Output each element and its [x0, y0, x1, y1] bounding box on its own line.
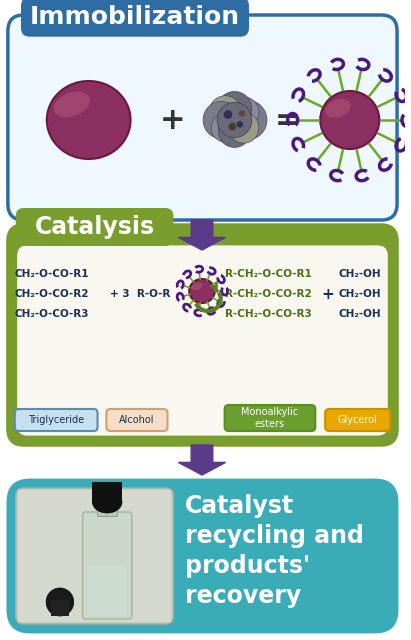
Ellipse shape: [320, 91, 379, 149]
Bar: [97, 504, 117, 516]
Circle shape: [237, 121, 243, 128]
Text: Immobilization: Immobilization: [30, 5, 240, 29]
Ellipse shape: [47, 81, 131, 159]
Ellipse shape: [47, 81, 131, 159]
FancyArrow shape: [178, 445, 226, 475]
Ellipse shape: [54, 92, 90, 117]
Text: R-CH₂-O-CO-R3: R-CH₂-O-CO-R3: [225, 309, 312, 319]
Bar: [92, 482, 122, 502]
Ellipse shape: [332, 102, 368, 138]
Text: +: +: [159, 106, 185, 134]
Circle shape: [203, 101, 240, 139]
Ellipse shape: [343, 113, 356, 127]
FancyBboxPatch shape: [8, 15, 397, 220]
FancyArrow shape: [178, 220, 226, 250]
Ellipse shape: [74, 106, 104, 134]
Circle shape: [46, 588, 74, 616]
FancyBboxPatch shape: [8, 225, 397, 445]
Ellipse shape: [191, 282, 202, 290]
Ellipse shape: [199, 288, 205, 294]
Ellipse shape: [191, 280, 213, 301]
Ellipse shape: [52, 86, 125, 154]
Ellipse shape: [189, 279, 215, 303]
Ellipse shape: [325, 99, 351, 118]
Text: CH₂-O-CO-R1: CH₂-O-CO-R1: [15, 269, 89, 279]
Circle shape: [229, 123, 236, 131]
Ellipse shape: [339, 109, 360, 131]
Ellipse shape: [197, 287, 207, 295]
Text: CH₂-OH: CH₂-OH: [339, 289, 381, 299]
Circle shape: [217, 92, 252, 127]
Text: Catalyst
recycling and
products'
recovery: Catalyst recycling and products' recover…: [185, 495, 364, 607]
Circle shape: [224, 110, 232, 119]
Circle shape: [229, 113, 259, 143]
Circle shape: [229, 97, 259, 127]
Ellipse shape: [58, 91, 120, 149]
FancyBboxPatch shape: [22, 0, 248, 36]
Ellipse shape: [79, 111, 98, 129]
Text: + 3  R-O-R: + 3 R-O-R: [110, 289, 171, 299]
Circle shape: [209, 96, 242, 129]
Text: Alcohol: Alcohol: [119, 415, 155, 425]
FancyBboxPatch shape: [15, 409, 97, 431]
Text: CH₂-O-CO-R2: CH₂-O-CO-R2: [15, 289, 89, 299]
Ellipse shape: [347, 117, 353, 123]
Ellipse shape: [324, 95, 376, 145]
Ellipse shape: [92, 491, 122, 513]
Text: CH₂-OH: CH₂-OH: [339, 269, 381, 279]
Ellipse shape: [201, 290, 203, 292]
Circle shape: [228, 100, 267, 140]
Ellipse shape: [63, 96, 114, 144]
Text: R-CH₂-O-CO-R1: R-CH₂-O-CO-R1: [225, 269, 312, 279]
FancyBboxPatch shape: [16, 208, 173, 246]
FancyBboxPatch shape: [16, 488, 173, 624]
Circle shape: [217, 102, 252, 138]
Ellipse shape: [68, 101, 109, 139]
Text: =: =: [275, 106, 300, 134]
Text: CH₂-O-CO-R3: CH₂-O-CO-R3: [15, 309, 89, 319]
Ellipse shape: [189, 279, 215, 303]
Circle shape: [211, 113, 239, 142]
FancyBboxPatch shape: [106, 409, 168, 431]
Text: Glycerol: Glycerol: [338, 415, 378, 425]
Bar: [88, 566, 126, 616]
FancyBboxPatch shape: [225, 405, 315, 431]
Ellipse shape: [335, 106, 364, 134]
FancyBboxPatch shape: [8, 480, 397, 632]
Ellipse shape: [85, 116, 93, 124]
Text: Catalysis: Catalysis: [35, 215, 155, 239]
Text: +: +: [322, 287, 335, 301]
Ellipse shape: [196, 285, 208, 297]
Circle shape: [239, 110, 245, 116]
Text: R-CH₂-O-CO-R2: R-CH₂-O-CO-R2: [225, 289, 312, 299]
Ellipse shape: [192, 282, 212, 300]
Ellipse shape: [328, 99, 372, 141]
FancyBboxPatch shape: [16, 244, 389, 437]
Text: Triglyceride: Triglyceride: [28, 415, 84, 425]
Bar: [51, 600, 69, 616]
Text: CH₂-OH: CH₂-OH: [339, 309, 381, 319]
Bar: [18, 490, 171, 622]
FancyBboxPatch shape: [325, 409, 390, 431]
Ellipse shape: [320, 91, 379, 149]
Ellipse shape: [194, 284, 210, 298]
Circle shape: [218, 115, 251, 147]
FancyBboxPatch shape: [83, 512, 132, 619]
Text: Monoalkylic
esters: Monoalkylic esters: [241, 407, 298, 429]
